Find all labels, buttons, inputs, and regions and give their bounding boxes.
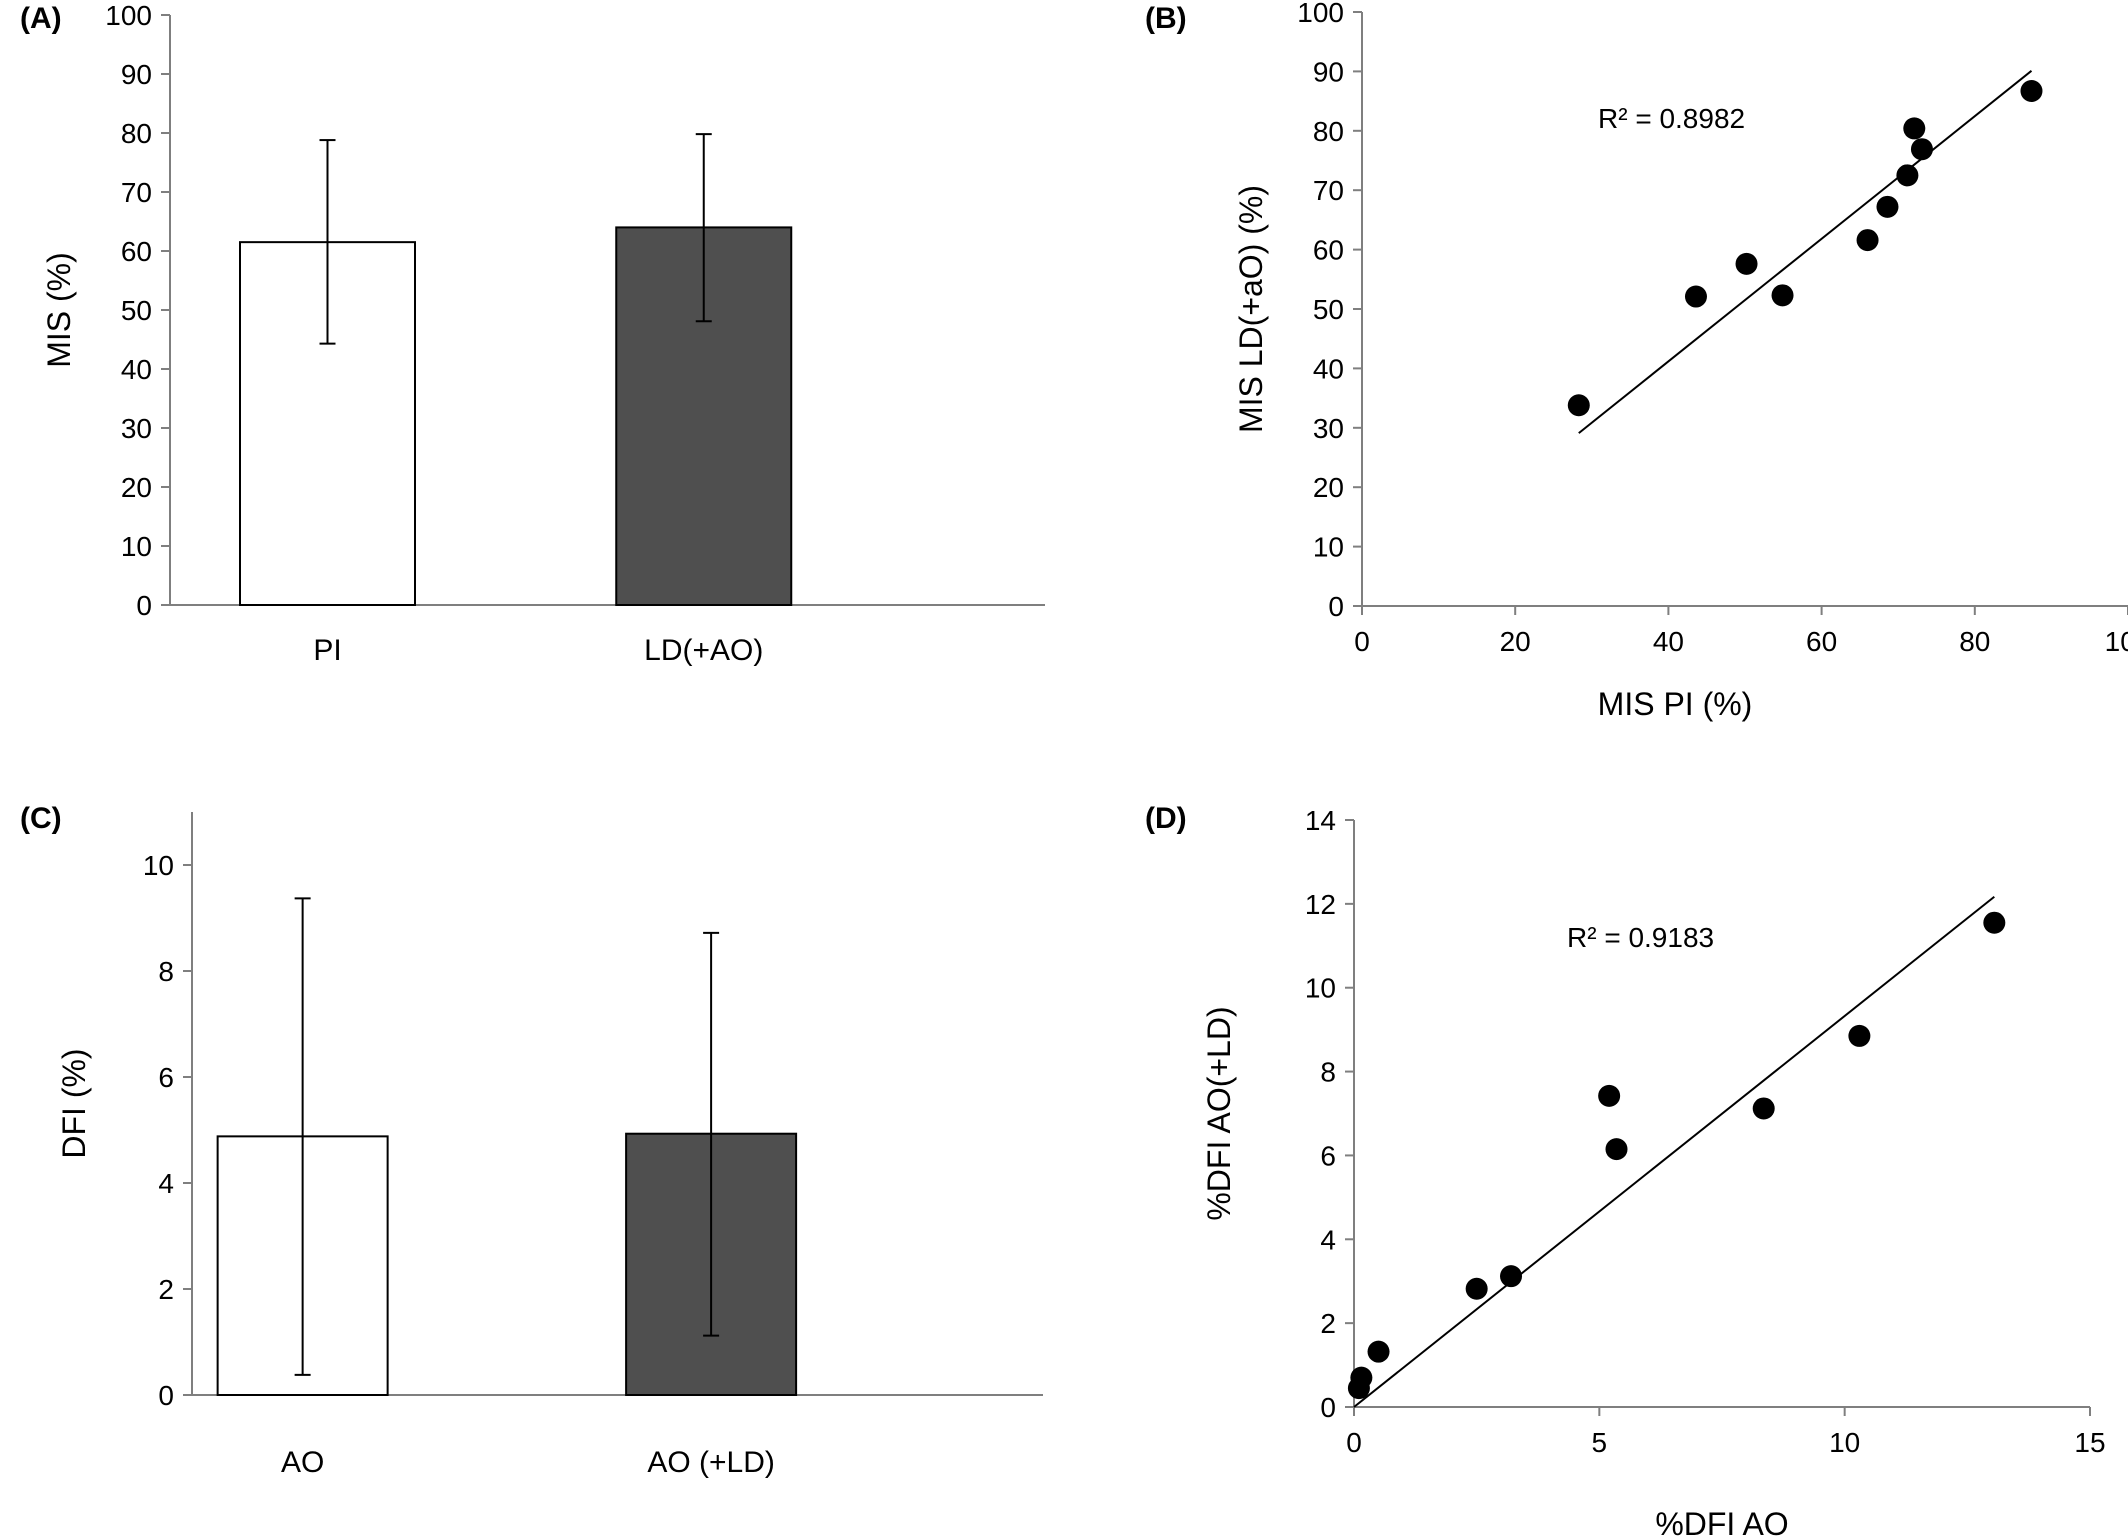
x-tick-label: 20 xyxy=(1500,626,1531,657)
data-point xyxy=(2020,80,2043,103)
y-tick-label: 10 xyxy=(121,531,152,562)
y-tick-label: 4 xyxy=(158,1168,174,1199)
data-point xyxy=(1367,1340,1390,1363)
panel-label: (C) xyxy=(20,802,62,835)
y-tick-label: 2 xyxy=(1320,1308,1336,1339)
y-tick-label: 40 xyxy=(121,354,152,385)
y-tick-label: 30 xyxy=(121,413,152,444)
x-tick-label: 0 xyxy=(1354,626,1370,657)
category-label: AO (+LD) xyxy=(647,1446,775,1479)
category-label: PI xyxy=(313,634,341,667)
category-label: LD(+AO) xyxy=(644,634,763,667)
y-tick-label: 50 xyxy=(1313,294,1344,325)
panel-d: (D) 0 2 4 6 8 10 12 14 %DFI AO(+LD) 0 5 10 15 %DFI AO R… xyxy=(1145,802,2106,1538)
data-point xyxy=(1684,285,1707,308)
panel-b: (B) 0 10 20 30 40 50 60 70 80 90 100 MIS LD(+aO) (%)… xyxy=(1145,0,2128,722)
y-tick-label: 2 xyxy=(158,1274,174,1305)
x-tick-label: 60 xyxy=(1806,626,1837,657)
y-tick-label: 10 xyxy=(143,850,174,881)
y-tick-label: 10 xyxy=(1305,973,1336,1004)
trendline xyxy=(1353,895,1995,1408)
y-tick-label: 20 xyxy=(121,472,152,503)
y-tick-label: 4 xyxy=(1320,1224,1336,1255)
panel-label: (D) xyxy=(1145,802,1187,835)
data-point xyxy=(1598,1084,1621,1107)
x-axis-title: MIS PI (%) xyxy=(1598,686,1753,722)
y-tick-label: 0 xyxy=(136,590,152,621)
y-axis-title: MIS LD(+aO) (%) xyxy=(1233,185,1269,433)
data-point xyxy=(1771,284,1794,307)
y-tick-label: 50 xyxy=(121,295,152,326)
y-tick-label: 100 xyxy=(1297,0,1344,28)
y-tick-label: 14 xyxy=(1305,805,1336,836)
y-tick-label: 40 xyxy=(1313,353,1344,384)
x-tick-label: 0 xyxy=(1346,1427,1362,1458)
panel-label: (A) xyxy=(20,2,62,35)
x-tick-label: 5 xyxy=(1592,1427,1608,1458)
y-tick-label: 80 xyxy=(1313,116,1344,147)
y-tick-label: 0 xyxy=(1328,591,1344,622)
y-tick-label: 6 xyxy=(1320,1140,1336,1171)
data-point xyxy=(1605,1138,1628,1161)
y-tick-label: 80 xyxy=(121,118,152,149)
y-tick-label: 20 xyxy=(1313,472,1344,503)
y-tick-label: 10 xyxy=(1313,532,1344,563)
y-tick-label: 0 xyxy=(1320,1392,1336,1423)
y-tick-label: 12 xyxy=(1305,889,1336,920)
y-tick-label: 60 xyxy=(1313,235,1344,266)
y-tick-label: 90 xyxy=(121,59,152,90)
panel-c: (C) 0 2 4 6 8 10 DFI (%) AO AO (+LD) xyxy=(20,802,1043,1479)
y-tick-label: 6 xyxy=(158,1062,174,1093)
data-point xyxy=(1465,1277,1488,1300)
data-point xyxy=(1567,394,1590,417)
x-tick-label: 40 xyxy=(1653,626,1684,657)
data-point xyxy=(1752,1097,1775,1120)
data-point xyxy=(1876,195,1899,218)
y-axis-title: MIS (%) xyxy=(41,252,77,368)
category-label: AO xyxy=(281,1446,324,1479)
panel-label: (B) xyxy=(1145,2,1187,35)
x-tick-label: 10 xyxy=(1829,1427,1860,1458)
data-point xyxy=(1500,1265,1523,1288)
data-point xyxy=(1910,138,1933,161)
x-tick-label: 15 xyxy=(2074,1427,2105,1458)
data-point xyxy=(1848,1024,1871,1047)
x-tick-label: 100 xyxy=(2105,626,2128,657)
x-tick-label: 80 xyxy=(1959,626,1990,657)
y-tick-label: 8 xyxy=(158,956,174,987)
y-tick-label: 70 xyxy=(121,177,152,208)
y-axis-title: %DFI AO(+LD) xyxy=(1201,1006,1237,1220)
y-tick-label: 30 xyxy=(1313,413,1344,444)
x-axis-title: %DFI AO xyxy=(1655,1506,1788,1538)
data-point xyxy=(1983,911,2006,934)
y-tick-label: 70 xyxy=(1313,175,1344,206)
y-tick-label: 8 xyxy=(1320,1057,1336,1088)
r-squared-annotation: R² = 0.9183 xyxy=(1567,922,1714,953)
data-point xyxy=(1856,229,1879,252)
y-tick-label: 100 xyxy=(105,0,152,31)
data-point xyxy=(1903,117,1926,140)
data-point xyxy=(1735,252,1758,275)
y-tick-label: 0 xyxy=(158,1380,174,1411)
panel-a: (A) 0 10 20 30 40 50 60 70 80 90 100 MIS (%) PI LD(+AO… xyxy=(20,0,1045,667)
y-tick-label: 60 xyxy=(121,236,152,267)
r-squared-annotation: R² = 0.8982 xyxy=(1598,103,1745,134)
data-point xyxy=(1896,164,1919,187)
y-tick-label: 90 xyxy=(1313,56,1344,87)
data-point xyxy=(1350,1366,1373,1389)
y-axis-title: DFI (%) xyxy=(56,1048,92,1158)
trendline xyxy=(1578,70,2033,434)
